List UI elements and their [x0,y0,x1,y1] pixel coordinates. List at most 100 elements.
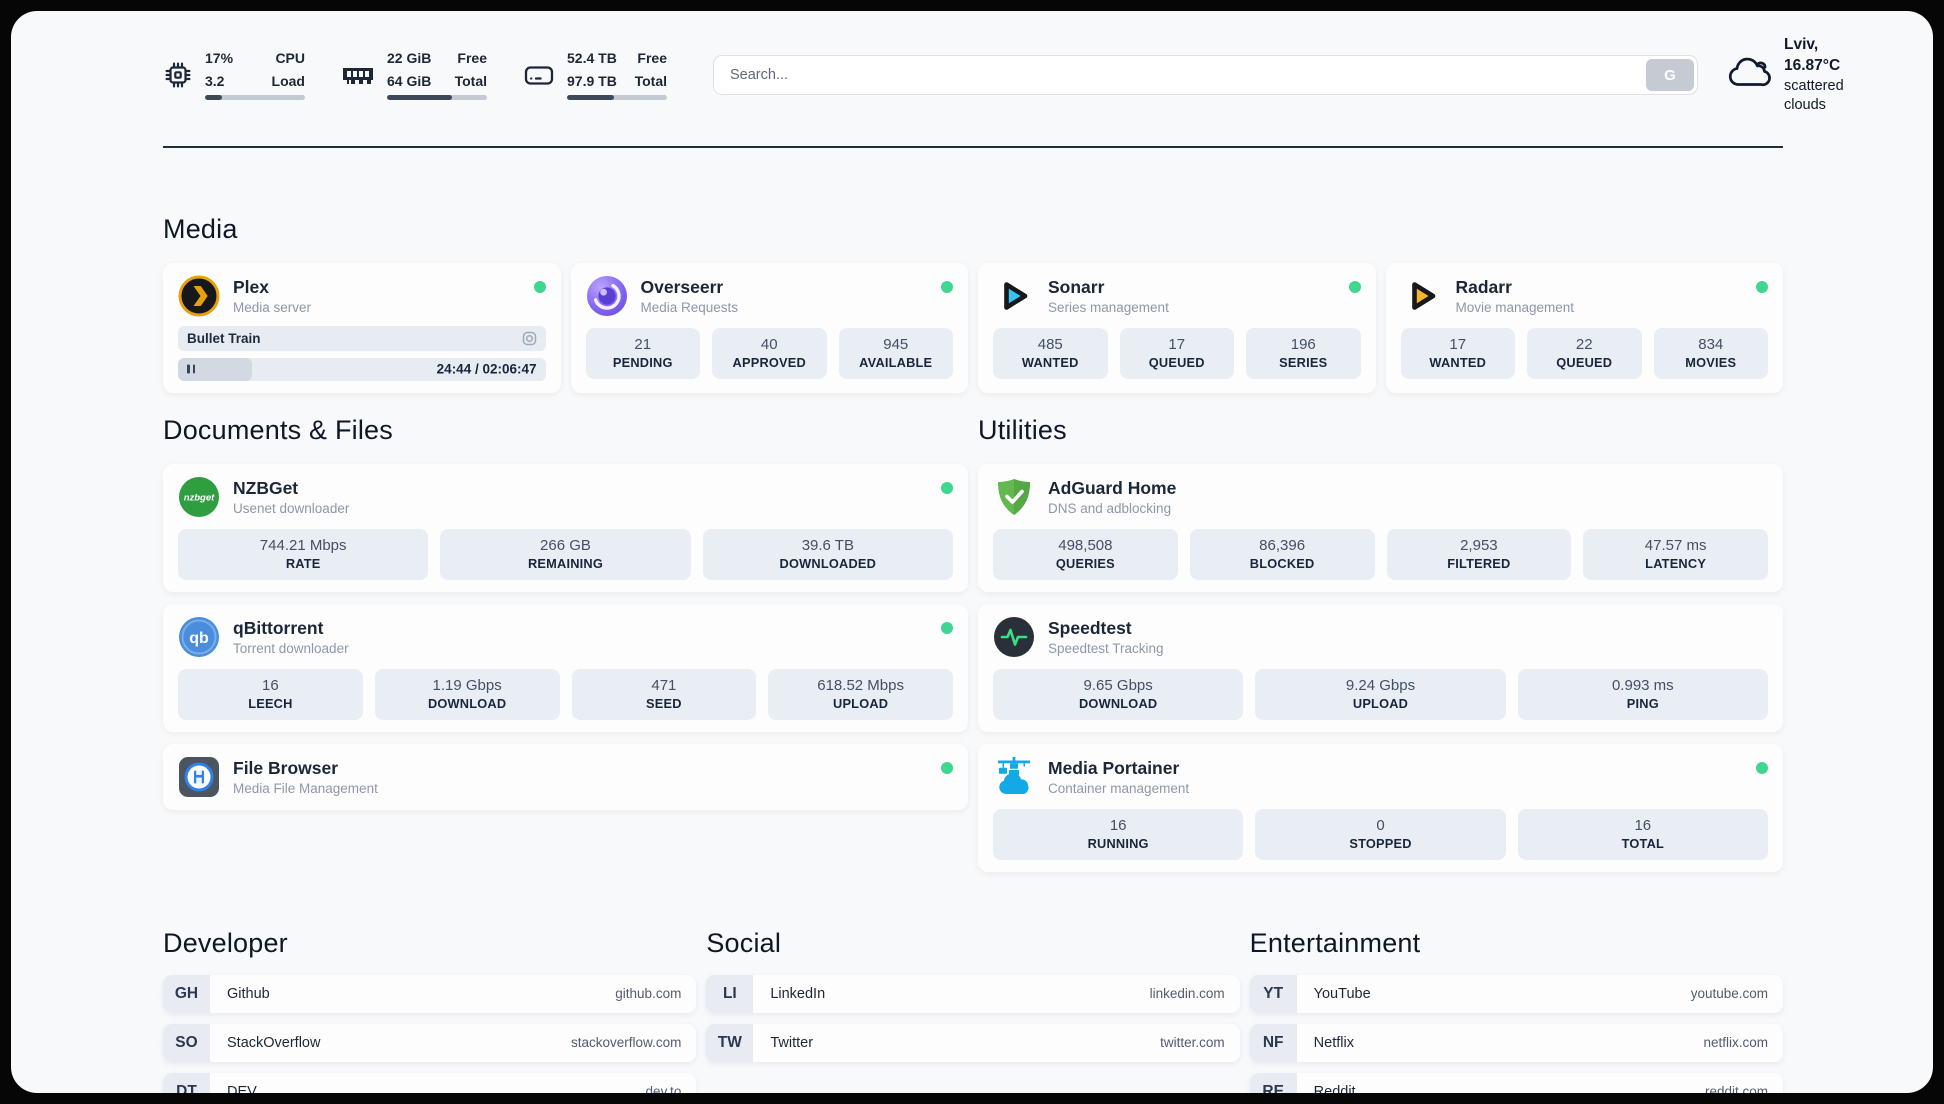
stat-blocked: 86,396 BLOCKED [1189,528,1375,580]
adguard-card[interactable]: AdGuard Home DNS and adblocking 498,508 Q… [978,463,1783,592]
link-name: Netflix [1313,1034,1354,1051]
session-settings-icon[interactable] [522,331,537,346]
app-name: Plex [233,277,269,298]
link-github[interactable]: GH Github github.com [163,974,697,1013]
app-subtitle: Container management [1048,780,1190,796]
weather-widget: Lviv, 16.87°C scattered clouds [1726,35,1844,116]
link-badge: YT [1249,974,1297,1013]
section-social: Social LI LinkedIn linkedin.com TW Twitt… [706,927,1240,1093]
link-netflix[interactable]: NF Netflix netflix.com [1249,1023,1783,1062]
stat-leech: 16 LEECH [178,668,363,720]
link-name: Twitter [770,1034,814,1051]
svg-text:qb: qb [189,630,209,647]
section-entertainment: Entertainment YT YouTube youtube.com NF … [1249,927,1783,1093]
now-playing-title: Bullet Train [187,330,261,346]
disk-progressbar [567,95,667,101]
qbittorrent-card[interactable]: qb qBittorrent Torrent downloader 16 LEEC… [163,603,968,732]
app-name: Speedtest [1048,618,1132,639]
stat-latency: 47.57 ms LATENCY [1583,528,1768,580]
link-dev[interactable]: DT DEV dev.to [163,1072,697,1093]
ram-icon [341,62,375,88]
weather-location-temp: Lviv, 16.87°C [1784,36,1841,74]
stat-filtered: 2,953 FILTERED [1386,528,1572,580]
stat-series: 196 SERIES [1246,327,1361,379]
search-input[interactable] [713,55,1698,96]
link-stackoverflow[interactable]: SO StackOverflow stackoverflow.com [163,1023,697,1062]
now-playing-row: Bullet Train [178,325,546,351]
disk-total: 97.9 TB [567,72,617,89]
nzbget-icon: nzbget [178,476,220,518]
app-name: Radarr [1455,277,1512,298]
portainer-card[interactable]: Media Portainer Container management 16 R… [978,743,1783,872]
cloud-icon [1726,55,1772,96]
section-media: Media Plex Media server Bullet Train [163,214,1783,393]
radarr-card[interactable]: Radarr Movie management 17 WANTED 22 QUEUE… [1385,262,1783,393]
link-badge: TW [706,1023,754,1062]
app-subtitle: Series management [1048,299,1169,315]
stat-queries: 498,508 QUERIES [993,528,1178,580]
cpu-icon [163,60,193,90]
filebrowser-card[interactable]: File Browser Media File Management [163,743,968,810]
app-name: Media Portainer [1048,758,1180,779]
app-name: NZBGet [233,478,299,499]
cpu-label-2: Load [271,72,305,89]
link-name: Github [227,985,270,1002]
app-subtitle: Movie management [1455,299,1575,315]
stat-movies: 834 MOVIES [1653,327,1768,379]
app-name: AdGuard Home [1048,478,1177,499]
link-url: linkedin.com [1149,986,1225,1002]
ram-total: 64 GiB [387,72,432,89]
status-online-dot [941,481,953,494]
status-online-dot [533,280,546,293]
link-badge: RE [1249,1072,1297,1093]
link-badge: DT [163,1072,210,1093]
overseerr-card[interactable]: Overseerr Media Requests 21 PENDING 40 APP… [570,262,968,393]
link-reddit[interactable]: RE Reddit reddit.com [1249,1072,1783,1093]
stat-stopped: 0 STOPPED [1255,808,1506,860]
utilities-section-title: Utilities [978,414,1067,445]
sonarr-card[interactable]: Sonarr Series management 485 WANTED 17 QUE… [978,262,1376,393]
cpu-stat: 17% CPU 3.2 Load [163,50,305,101]
link-badge: LI [706,974,754,1013]
link-badge: GH [163,974,210,1013]
app-subtitle: Usenet downloader [233,500,350,516]
section-utilities: Utilities AdGuard Home DNS and adblockin… [978,415,1783,872]
link-name: YouTube [1313,985,1371,1002]
app-subtitle: Media server [233,299,312,315]
app-name: File Browser [233,758,339,779]
app-subtitle: Torrent downloader [233,640,349,656]
cpu-percent: 17% [205,50,234,67]
disk-stat: 52.4 TB Free 97.9 TB Total [523,50,667,101]
stat-upload: 9.24 Gbps UPLOAD [1255,668,1506,720]
plex-card[interactable]: Plex Media server Bullet Train 24:44 / 0… [163,262,561,393]
link-url: github.com [615,986,682,1002]
stat-approved: 40 APPROVED [712,327,827,379]
top-header: 17% CPU 3.2 Load 22 GiB Free 64 GiB Total [163,35,1844,116]
speedtest-card[interactable]: Speedtest Speedtest Tracking 9.65 Gbps DO… [978,603,1783,732]
link-youtube[interactable]: YT YouTube youtube.com [1249,974,1783,1013]
link-badge: NF [1249,1023,1297,1062]
link-url: twitter.com [1160,1035,1225,1051]
search-engine-button[interactable]: G [1646,59,1694,92]
nzbget-card[interactable]: nzbget NZBGet Usenet downloader 744.21 M… [163,463,968,592]
link-linkedin[interactable]: LI LinkedIn linkedin.com [706,974,1240,1013]
playback-progressbar[interactable]: 24:44 / 02:06:47 [178,357,546,381]
adguard-icon [993,476,1035,518]
entertainment-section-title: Entertainment [1249,927,1421,958]
link-url: youtube.com [1690,986,1768,1002]
link-url: dev.to [645,1084,682,1093]
status-online-dot [1348,280,1361,293]
filebrowser-icon [178,756,220,798]
link-name: DEV [227,1083,257,1093]
stat-queued: 17 QUEUED [1119,327,1234,379]
stat-total: 16 TOTAL [1517,808,1768,860]
dashboard-panel: 17% CPU 3.2 Load 22 GiB Free 64 GiB Total [11,11,1933,1093]
cpu-load: 3.2 [205,72,225,89]
ram-label-2: Total [454,72,487,89]
social-section-title: Social [706,927,782,958]
link-twitter[interactable]: TW Twitter twitter.com [706,1023,1240,1062]
link-badge: SO [163,1023,210,1062]
disk-free: 52.4 TB [567,50,617,67]
radarr-icon [1401,275,1443,317]
